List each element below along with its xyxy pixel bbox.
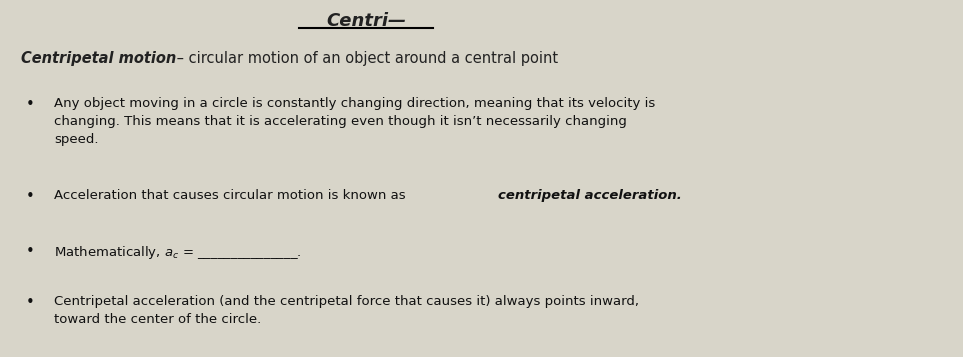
Text: centripetal acceleration.: centripetal acceleration. [498,189,682,202]
Text: Centripetal motion: Centripetal motion [20,51,176,66]
Text: Centri—: Centri— [326,12,406,30]
Text: Acceleration that causes circular motion is known as: Acceleration that causes circular motion… [54,189,410,202]
Text: – circular motion of an object around a central point: – circular motion of an object around a … [172,51,559,66]
Text: Mathematically, $a_c$ = _______________.: Mathematically, $a_c$ = _______________. [54,244,301,261]
Text: •: • [25,295,34,310]
Text: •: • [25,189,34,204]
Text: •: • [25,244,34,259]
Text: •: • [25,97,34,112]
Text: Any object moving in a circle is constantly changing direction, meaning that its: Any object moving in a circle is constan… [54,97,656,146]
Text: Centripetal acceleration (and the centripetal force that causes it) always point: Centripetal acceleration (and the centri… [54,295,639,326]
